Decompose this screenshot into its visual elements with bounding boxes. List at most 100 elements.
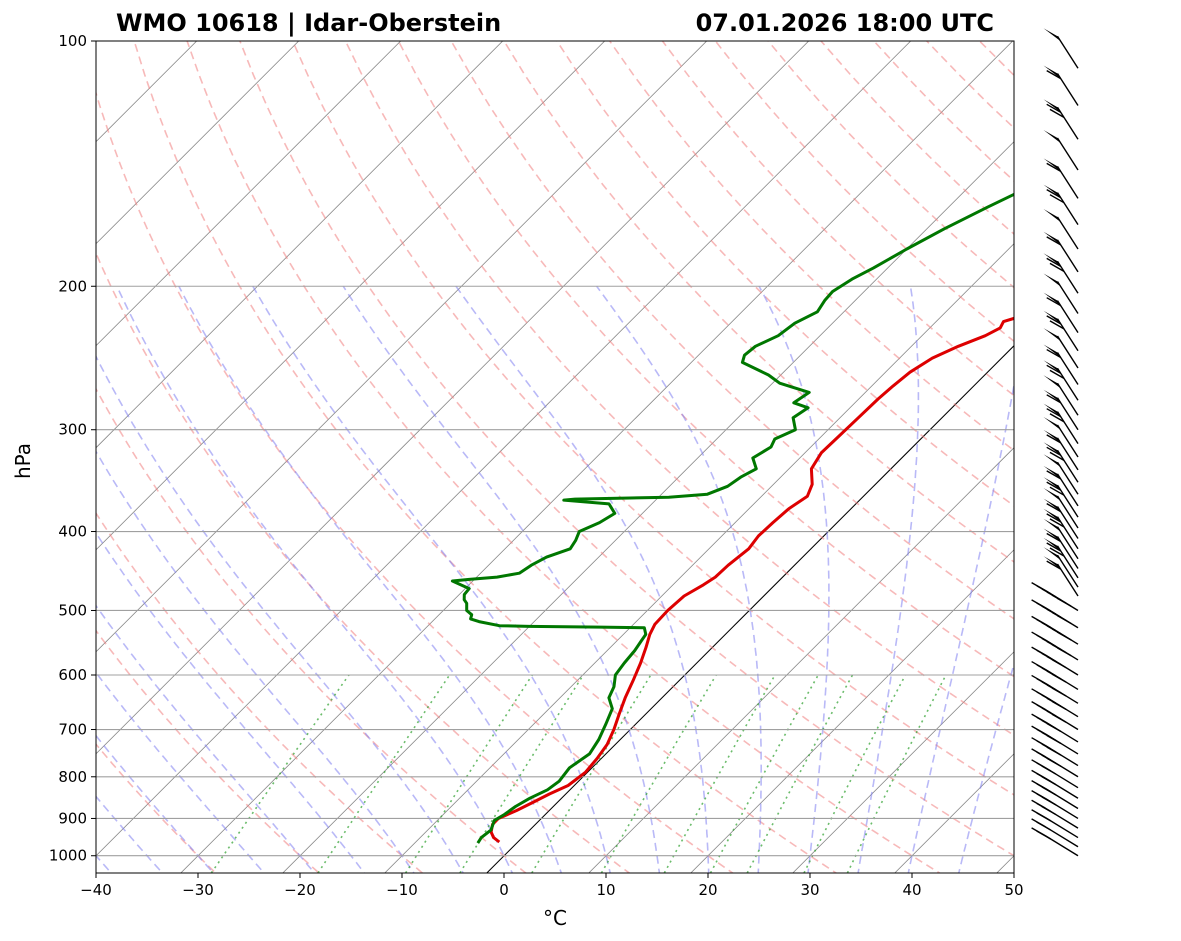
wind-barb xyxy=(1043,158,1079,199)
wind-barb xyxy=(1031,748,1079,778)
wind-barb xyxy=(1043,310,1079,352)
wind-barb-pennant xyxy=(1043,429,1061,443)
wind-barb-pennant xyxy=(1043,310,1061,324)
wind-barb xyxy=(1031,789,1079,820)
dry-adiabat-line xyxy=(608,41,1014,452)
x-tick-label: 40 xyxy=(902,881,921,899)
wind-barb-feather xyxy=(1046,481,1062,491)
dry-adiabat-line xyxy=(96,251,631,873)
moist-adiabat-line xyxy=(96,734,215,873)
wind-barb-pennant xyxy=(1043,184,1061,198)
isotherm-line xyxy=(96,41,300,245)
dry-adiabat-line xyxy=(96,387,528,873)
temperature-profile-line xyxy=(489,316,1014,844)
wind-barb-feather xyxy=(1046,315,1062,325)
wind-barb xyxy=(1043,130,1079,171)
wind-barb-staff xyxy=(1056,300,1079,334)
wind-barb-pennant xyxy=(1043,65,1061,79)
wind-barb-feather xyxy=(1046,542,1062,552)
wind-barb-pennant xyxy=(1043,547,1061,561)
isotherm-line xyxy=(1082,4,1181,890)
wind-barb-feather xyxy=(1049,194,1065,204)
wind-barb-feather xyxy=(1051,713,1067,723)
wind-barb xyxy=(1043,328,1079,369)
wind-barb xyxy=(1031,818,1079,848)
y-tick-label: 800 xyxy=(58,768,87,786)
dry-adiabat-line xyxy=(96,511,424,873)
wind-barb-feather xyxy=(1046,470,1062,480)
dry-adiabat-line xyxy=(344,41,1014,737)
wind-barb-pennant xyxy=(1043,99,1061,113)
x-tick-label: −40 xyxy=(80,881,112,899)
wind-barb-feather xyxy=(1049,369,1065,379)
wind-barb-feather xyxy=(1046,257,1062,267)
wind-barb-feather xyxy=(1051,659,1067,669)
wind-barb-staff xyxy=(1056,397,1079,431)
wind-barb xyxy=(1043,253,1079,294)
wind-barb-feather xyxy=(1046,746,1062,756)
wind-barb-pennant xyxy=(1043,417,1061,430)
wind-barb-pennant xyxy=(1043,537,1061,551)
wind-barb xyxy=(1043,375,1079,416)
wind-barb xyxy=(1031,701,1079,731)
dry-adiabat-line xyxy=(291,41,1014,796)
wind-barb-staff xyxy=(1056,437,1079,471)
wind-barb xyxy=(1043,209,1079,250)
zero-isotherm-line xyxy=(486,345,1014,873)
mixing-ratio-line xyxy=(746,674,854,873)
isotherm-line xyxy=(96,41,402,347)
wind-barb-feather xyxy=(1046,394,1062,404)
wind-barb-staff xyxy=(1056,73,1079,106)
wind-barb-feather xyxy=(1051,673,1067,683)
wind-barb xyxy=(1043,488,1079,529)
wind-barb xyxy=(1043,292,1079,334)
wind-barb-feather xyxy=(1049,413,1065,423)
moist-adiabat-line xyxy=(907,380,1014,873)
wind-barb-feather xyxy=(1056,647,1072,657)
isotherm-line xyxy=(996,855,1014,873)
moist-adiabat-line xyxy=(455,285,710,873)
wind-barb xyxy=(1043,273,1079,314)
wind-barb-staff xyxy=(1056,461,1079,495)
wind-barb xyxy=(1043,344,1079,385)
y-tick-label: 700 xyxy=(58,721,87,739)
wind-barb-feather xyxy=(1056,614,1072,625)
wind-barb-pennant xyxy=(1043,442,1061,456)
wind-barb-pennant xyxy=(1043,292,1061,306)
wind-barb-pennant xyxy=(1043,454,1061,468)
isotherm-line xyxy=(384,243,1014,873)
isotherm-line xyxy=(894,753,1014,873)
mixing-ratio-line xyxy=(210,674,350,873)
wind-barb-staff xyxy=(1056,106,1079,140)
wind-barb-feather xyxy=(1049,320,1065,330)
wind-barb-feather xyxy=(1046,348,1062,359)
mixing-ratio-line xyxy=(846,674,947,873)
wind-barb-staff xyxy=(1056,516,1079,550)
y-tick-label: 900 xyxy=(58,809,87,827)
wind-barb-pennant xyxy=(1043,130,1061,144)
x-tick-label: −10 xyxy=(386,881,418,899)
y-tick-label: 200 xyxy=(58,277,87,295)
wind-barb-feather xyxy=(1046,189,1062,199)
wind-barb-feather xyxy=(1046,364,1062,374)
chart-title-station: WMO 10618 | Idar-Oberstein xyxy=(116,9,501,37)
x-axis-label: °C xyxy=(543,906,567,930)
x-tick-label: 50 xyxy=(1004,881,1023,899)
wind-barb xyxy=(1031,631,1079,661)
wind-barb xyxy=(1031,646,1079,676)
wind-barb-pennant xyxy=(1043,465,1061,479)
wind-barb-staff xyxy=(1056,335,1079,369)
wind-barb-feather xyxy=(1041,796,1057,806)
wind-barb-staff xyxy=(1056,382,1079,416)
wind-barb xyxy=(1043,231,1079,273)
wind-barb-feather xyxy=(1041,776,1057,786)
isotherm-line xyxy=(96,41,810,755)
wind-barb-feather xyxy=(1046,532,1062,543)
x-tick-label: 0 xyxy=(499,881,509,899)
mixing-ratio-line xyxy=(531,674,652,873)
y-tick-label: 1000 xyxy=(49,847,87,865)
isotherm-line xyxy=(96,41,912,857)
mixing-ratio-line xyxy=(459,674,584,873)
wind-barb-feather xyxy=(1036,830,1052,840)
x-tick-label: 20 xyxy=(698,881,717,899)
